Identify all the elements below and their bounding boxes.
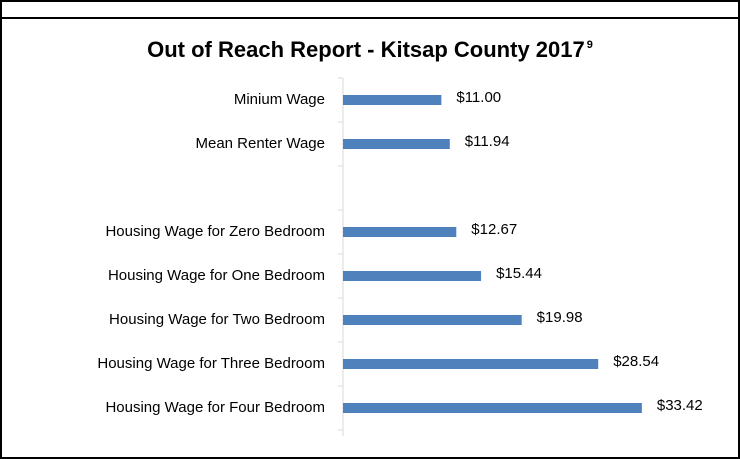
value-label: $19.98	[537, 309, 583, 326]
bar	[343, 359, 599, 369]
value-label: $28.54	[613, 353, 659, 370]
value-label: $15.44	[496, 265, 542, 282]
y-tick-label: Minium Wage	[234, 91, 325, 108]
value-label: $11.00	[456, 89, 501, 106]
bar	[343, 403, 642, 413]
title-text: Out of Reach Report - Kitsap County 2017	[147, 37, 585, 62]
bar	[343, 227, 457, 237]
bar	[343, 271, 482, 281]
value-label: $33.42	[657, 397, 703, 414]
value-label: $11.94	[465, 133, 510, 150]
y-tick-label: Housing Wage for One Bedroom	[108, 267, 325, 284]
y-tick-label: Housing Wage for Two Bedroom	[109, 311, 325, 328]
bar	[343, 95, 442, 105]
value-label: $12.67	[471, 221, 517, 238]
y-tick-label: Housing Wage for Four Bedroom	[105, 399, 325, 416]
y-tick-label: Housing Wage for Three Bedroom	[97, 355, 325, 372]
bar	[343, 315, 522, 325]
title-note: 9	[587, 39, 593, 51]
bar	[343, 139, 450, 149]
chart-title: Out of Reach Report - Kitsap County 2017…	[147, 37, 593, 62]
y-tick-label: Mean Renter Wage	[195, 135, 325, 152]
y-tick-label: Housing Wage for Zero Bedroom	[105, 223, 325, 240]
